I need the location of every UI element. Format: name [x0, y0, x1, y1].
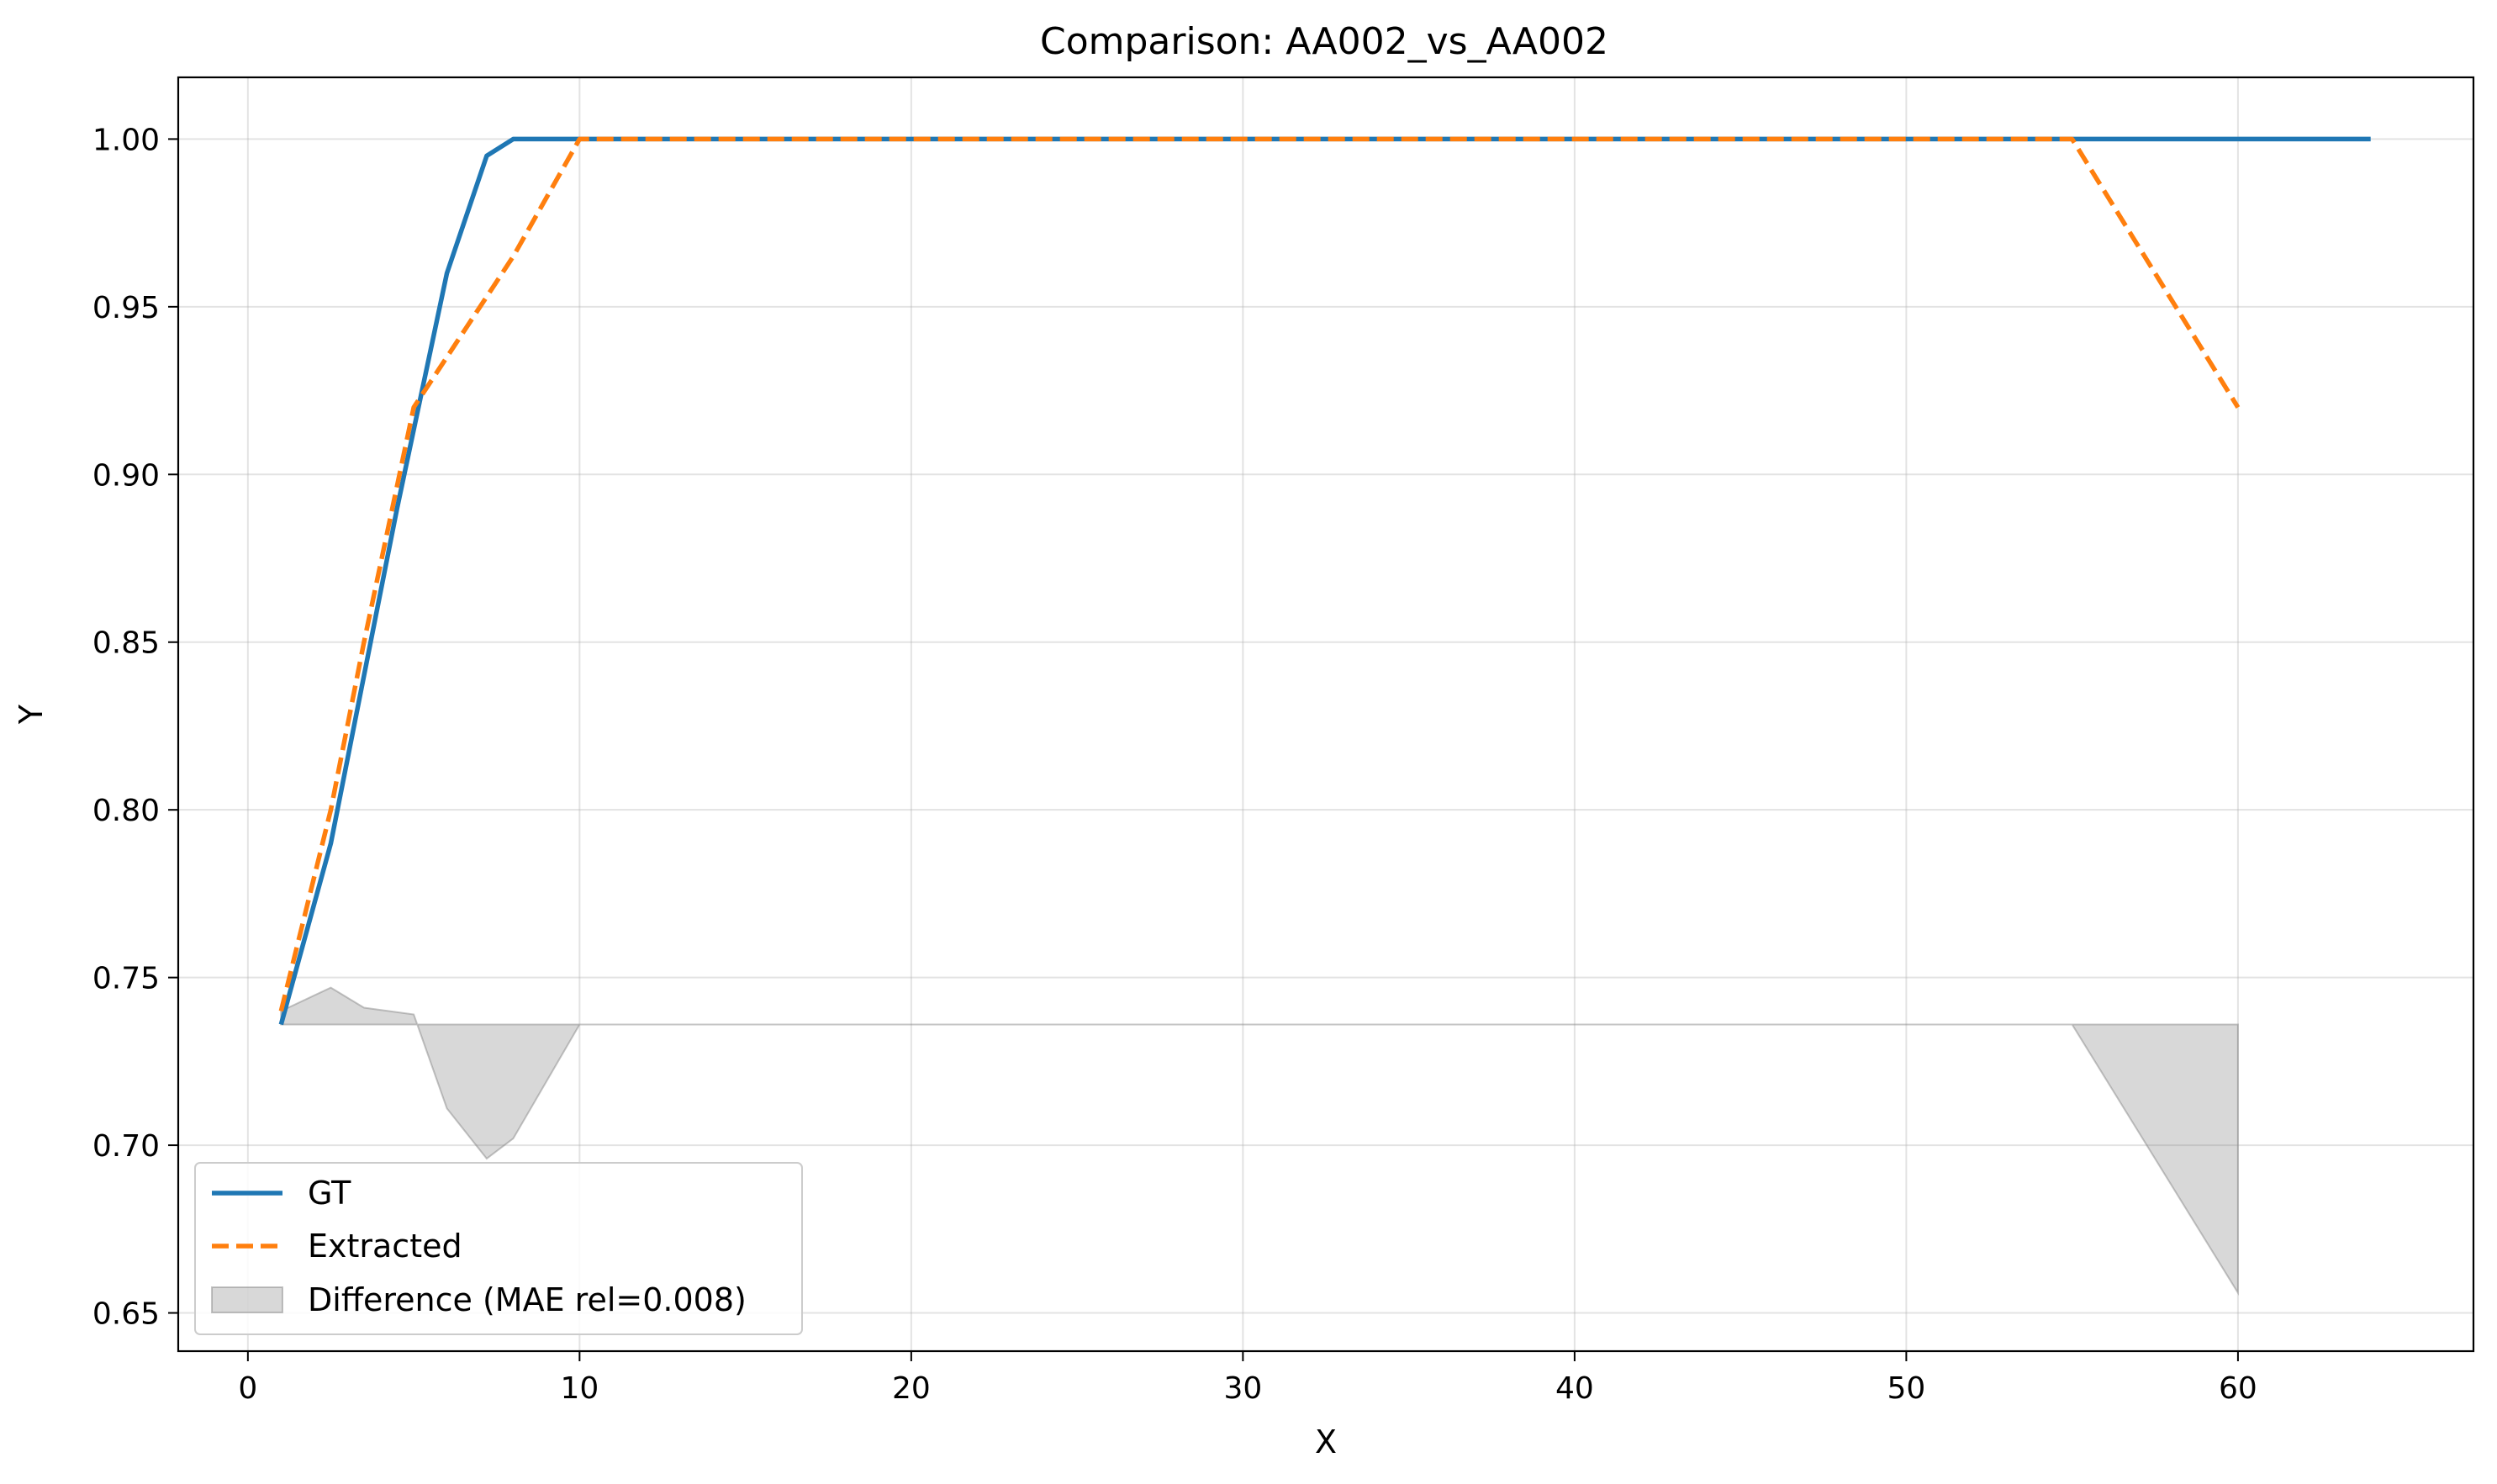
x-axis-title: X [1315, 1423, 1337, 1460]
y-tick-label: 0.80 [92, 794, 160, 828]
x-tick-label: 30 [1223, 1371, 1262, 1406]
difference-area-layer [280, 986, 2239, 1297]
y-axis-ticks: 0.65 0.70 0.75 0.80 0.85 0.90 0.95 1.00 [92, 123, 178, 1332]
legend-gt-label: GT [308, 1175, 351, 1212]
difference-area [280, 986, 2239, 1297]
legend-difference-label: Difference (MAE rel=0.008) [308, 1281, 747, 1318]
legend: GT Extracted Difference (MAE rel=0.008) [194, 1162, 803, 1335]
plot-frame [177, 76, 2475, 1353]
y-tick-label: 0.65 [92, 1297, 160, 1332]
y-axis-title: Y [13, 704, 50, 725]
chart-title: Comparison: AA002_vs_AA002 [1040, 20, 1608, 63]
x-axis-ticks: 0 10 20 30 40 50 60 [238, 1351, 2257, 1406]
y-tick-label: 0.75 [92, 962, 160, 996]
legend-difference-swatch [211, 1286, 283, 1313]
x-tick-label: 60 [2219, 1371, 2257, 1406]
x-tick-label: 0 [238, 1371, 257, 1406]
y-tick-label: 0.70 [92, 1129, 160, 1164]
x-tick-label: 20 [892, 1371, 931, 1406]
legend-extracted-label: Extracted [308, 1228, 462, 1265]
y-tick-label: 0.90 [92, 458, 160, 493]
legend-box [194, 1162, 803, 1335]
y-tick-label: 0.95 [92, 291, 160, 325]
x-tick-label: 10 [560, 1371, 599, 1406]
x-tick-label: 40 [1555, 1371, 1594, 1406]
y-tick-label: 1.00 [92, 123, 160, 157]
y-tick-label: 0.85 [92, 626, 160, 661]
series-layer [278, 136, 2371, 1026]
x-tick-label: 50 [1887, 1371, 1925, 1406]
extracted-series-line [278, 136, 2241, 1012]
